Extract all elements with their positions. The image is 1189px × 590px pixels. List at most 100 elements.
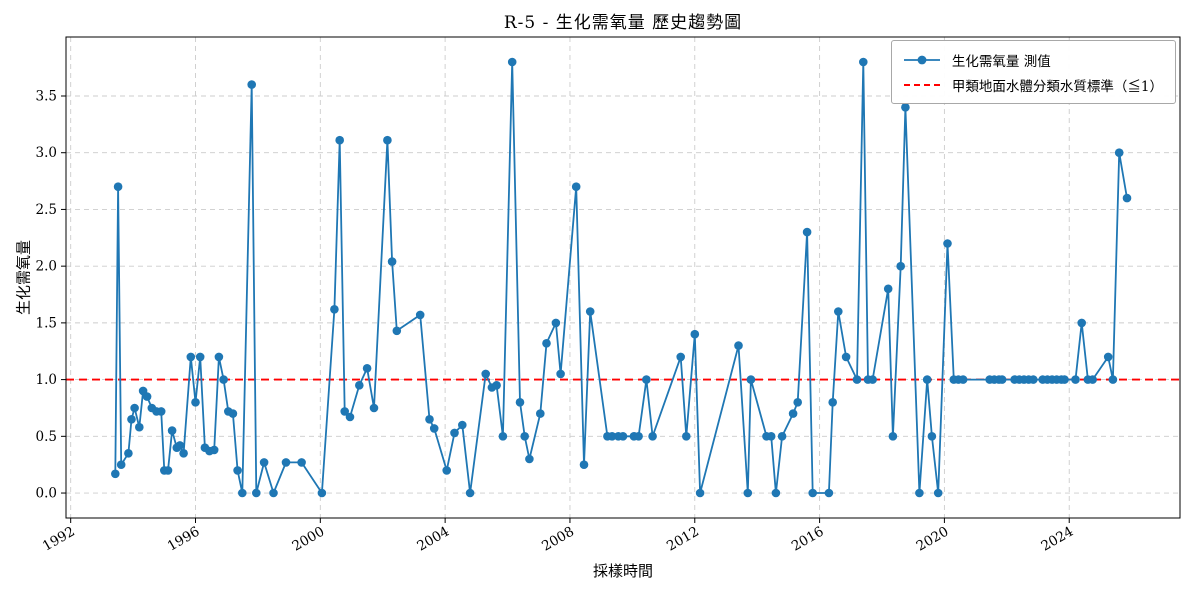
data-point-marker [340,407,350,416]
data-point-marker [481,369,491,379]
data-point-marker [135,422,144,432]
data-point-marker [520,432,529,441]
data-point-marker [163,466,173,475]
data-point-marker [746,375,756,384]
data-point-marker [997,375,1007,384]
data-point-marker [209,445,219,455]
data-point-marker [607,432,617,441]
data-point-marker [175,441,185,450]
y-tick-label: 0.0 [36,486,57,502]
data-point-marker [690,329,700,339]
data-point-marker [852,375,862,384]
legend-item-measured: 生化需氧量 測值 [902,47,1163,72]
data-point-marker [793,398,802,407]
data-point-marker [269,488,278,498]
data-point-marker [585,307,595,316]
data-point-marker [214,352,224,362]
data-point-marker [335,135,345,145]
data-point-marker [392,326,402,336]
data-point-marker [498,432,508,441]
legend-key-line-marker-icon [903,55,940,64]
data-point-marker [525,454,534,464]
y-tick-label: 1.0 [36,372,57,388]
data-point-marker [734,341,743,350]
data-point-marker [247,80,256,89]
data-point-marker [228,409,238,418]
data-point-marker [834,307,843,316]
data-point-marker [1060,375,1069,384]
data-point-marker [507,57,517,67]
data-point-marker [259,458,269,467]
x-tick-label: 2004 [414,524,452,555]
data-point-marker [387,257,397,266]
data-point-marker [186,352,196,362]
data-point-marker [766,432,776,441]
data-point-marker [191,398,200,407]
legend-item-threshold: 甲類地面水體分類水質標準（≦1） [902,72,1163,97]
data-point-marker [1103,352,1113,362]
axes-box [65,36,1181,519]
data-point-marker [828,398,837,407]
data-point-marker [355,381,364,390]
data-point-marker [383,135,392,145]
x-tick-label: 2016 [789,524,827,555]
data-point-marker [896,261,905,271]
data-point-marker [802,227,812,237]
data-point-marker [841,352,851,362]
data-point-marker [127,415,136,424]
data-point-marker [442,466,452,475]
data-point-marker [618,432,628,441]
x-tick-label: 2000 [290,524,328,555]
data-point-marker [901,103,910,112]
data-point-marker [156,407,166,416]
data-point-marker [515,398,525,407]
data-point-marker [556,369,565,379]
data-point-marker [317,488,327,498]
data-point-marker [450,428,459,438]
data-point-marker [362,364,372,373]
data-point-marker [297,458,306,467]
x-tick-label: 1992 [40,524,78,555]
data-point-marker [1071,375,1080,384]
legend-key-dashed-line-icon [903,83,940,86]
data-point-marker [824,488,834,498]
data-point-marker [777,432,787,441]
y-tick-label: 0.5 [36,429,57,445]
data-point-marker [634,432,643,441]
data-point-marker [1088,375,1097,384]
data-point-marker [648,432,657,441]
data-point-marker [345,412,355,422]
data-point-marker [251,488,261,498]
y-tick-label: 2.5 [36,202,57,218]
data-point-marker [1122,193,1132,203]
data-point-marker [695,488,705,498]
x-tick-label: 1996 [165,524,203,555]
legend-label-threshold: 甲類地面水體分類水質標準（≦1） [951,78,1163,95]
data-point-marker [238,488,247,498]
x-tick-label: 2012 [664,524,702,555]
data-point-marker [167,426,177,435]
data-series-line [114,61,1128,494]
data-point-marker [788,409,798,418]
data-point-marker [915,488,924,498]
data-point-marker [579,460,589,470]
data-point-marker [743,488,753,498]
data-point-marker [330,305,339,314]
data-point-marker [927,432,937,441]
y-tick-label: 2.0 [36,259,57,275]
data-point-marker [808,488,817,498]
data-point-marker [542,339,551,348]
data-point-marker [195,352,205,362]
data-point-marker [933,488,943,498]
chart-title: R-5 - 生化需氧量 歷史趨勢圖 [503,13,743,33]
data-point-marker [429,424,439,433]
x-tick-label: 2020 [914,524,952,555]
data-point-marker [465,488,475,498]
data-point-marker [551,318,561,328]
data-point-marker [859,57,868,67]
data-point-marker [116,460,126,470]
data-point-marker [415,310,425,320]
data-point-marker [111,469,120,479]
data-point-marker [868,375,877,384]
data-point-marker [281,458,291,467]
